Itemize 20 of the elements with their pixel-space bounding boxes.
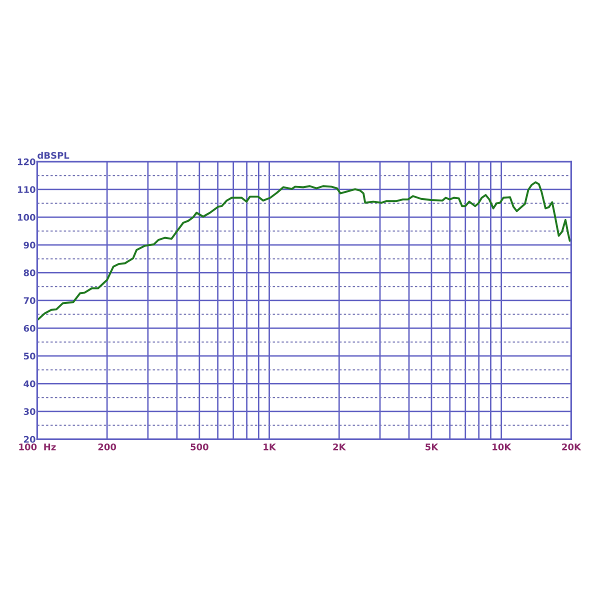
x-tick-label: 1K (264, 444, 276, 450)
x-tick-label: 100 Hz (19, 444, 56, 450)
x-tick-label: 500 (190, 444, 208, 450)
y-tick-label: 30 (24, 408, 36, 416)
y-tick-label: 90 (24, 242, 36, 249)
y-axis-title: dBSPL (38, 152, 70, 159)
y-tick-label: 100 (18, 214, 36, 221)
y-tick-label: 80 (24, 269, 36, 276)
x-tick-label: 2K (333, 444, 346, 450)
y-tick-label: 40 (24, 380, 36, 388)
x-tick-label: 10K (492, 444, 512, 450)
x-tick-label: 5K (426, 444, 438, 450)
x-tick-label: 200 (98, 444, 116, 450)
x-tick-label: 20K (562, 444, 582, 450)
y-tick-label: 20 (24, 436, 36, 443)
y-tick-label: 110 (18, 186, 36, 194)
y-tick-label: 60 (24, 324, 36, 332)
y-tick-label: 70 (24, 297, 36, 304)
y-tick-label: 50 (24, 352, 36, 360)
y-tick-label: 120 (18, 158, 36, 166)
